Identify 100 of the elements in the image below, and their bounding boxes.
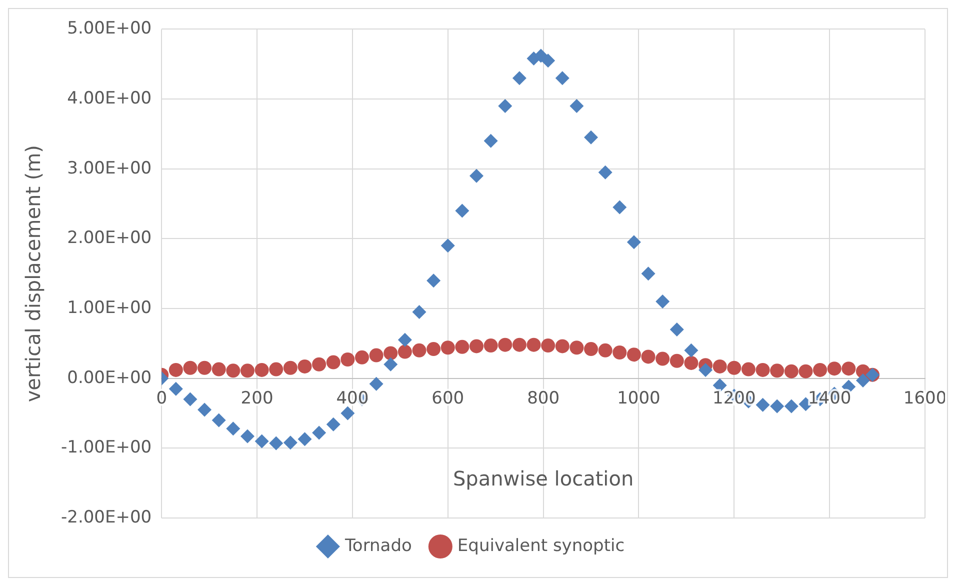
y-axis-title: vertical displacement (m) xyxy=(21,145,46,402)
y-tick-label: 4.00E+00 xyxy=(67,88,152,108)
point xyxy=(183,392,198,406)
x-axis-title: Spanwise location xyxy=(452,466,634,491)
x-tick-label: 1000 xyxy=(617,388,660,408)
point xyxy=(512,71,526,86)
point xyxy=(470,339,484,354)
point xyxy=(312,357,326,372)
point xyxy=(412,343,426,358)
point xyxy=(612,346,627,360)
point xyxy=(455,340,470,354)
point xyxy=(813,362,828,377)
x-tick-label: 200 xyxy=(240,388,274,408)
point xyxy=(770,399,784,414)
point xyxy=(254,362,269,377)
point xyxy=(842,362,856,376)
point xyxy=(440,238,455,253)
point xyxy=(656,294,670,309)
point xyxy=(827,362,842,376)
point xyxy=(412,305,426,320)
point xyxy=(398,344,412,359)
y-tick-label: 0.00E+00 xyxy=(67,368,152,388)
point xyxy=(298,432,312,446)
point xyxy=(484,134,498,148)
point xyxy=(269,362,284,376)
point xyxy=(240,364,254,378)
y-tick-label: 2.00E+00 xyxy=(67,228,152,248)
point xyxy=(798,364,813,378)
point xyxy=(756,362,770,377)
point xyxy=(198,402,212,417)
point xyxy=(626,348,641,362)
point xyxy=(498,338,512,352)
point xyxy=(626,235,641,250)
point xyxy=(326,417,340,432)
point xyxy=(212,362,226,376)
y-tick-label: -1.00E+00 xyxy=(60,438,152,458)
point xyxy=(168,382,183,396)
x-tick-label: 600 xyxy=(432,388,464,408)
point xyxy=(283,360,298,375)
point xyxy=(354,350,369,364)
point xyxy=(756,398,770,412)
point xyxy=(384,357,398,372)
point xyxy=(326,355,340,370)
point xyxy=(570,99,584,114)
point xyxy=(712,359,727,374)
point xyxy=(240,429,254,444)
point xyxy=(369,376,384,391)
point xyxy=(226,364,240,378)
point xyxy=(770,364,784,378)
point xyxy=(183,360,198,375)
point xyxy=(470,168,484,183)
point xyxy=(426,342,441,356)
point xyxy=(784,364,798,378)
legend-label: Tornado xyxy=(344,536,412,556)
point xyxy=(641,350,656,364)
point xyxy=(698,362,713,377)
point xyxy=(684,343,698,358)
point xyxy=(856,373,870,388)
point xyxy=(555,339,570,354)
point xyxy=(498,99,512,114)
point xyxy=(312,426,326,440)
y-tick-label: 5.00E+00 xyxy=(67,18,152,39)
point xyxy=(584,342,598,356)
point xyxy=(398,332,412,347)
point xyxy=(555,71,570,86)
point xyxy=(670,354,684,368)
y-tick-label: -2.00E+00 xyxy=(60,507,152,528)
point xyxy=(741,362,756,376)
point xyxy=(369,348,384,362)
point xyxy=(254,434,269,448)
point xyxy=(384,346,398,360)
point xyxy=(512,338,526,352)
point xyxy=(684,356,698,370)
point xyxy=(641,266,656,281)
point xyxy=(340,352,355,366)
point xyxy=(784,399,798,414)
point xyxy=(584,130,598,144)
point xyxy=(168,362,183,377)
point xyxy=(426,274,441,288)
x-tick-label: 0 xyxy=(156,388,168,408)
point xyxy=(455,204,470,218)
point xyxy=(212,413,226,428)
point xyxy=(440,340,455,355)
point xyxy=(298,359,312,374)
point xyxy=(269,436,284,450)
point xyxy=(612,200,627,214)
point xyxy=(541,338,556,353)
point xyxy=(570,340,584,355)
point xyxy=(226,422,240,436)
point xyxy=(670,322,684,336)
point xyxy=(340,406,355,420)
point xyxy=(656,352,670,366)
point xyxy=(198,360,212,375)
x-tick-label: 800 xyxy=(527,388,560,408)
point xyxy=(283,436,298,450)
point xyxy=(484,338,498,353)
legend-label: Equivalent synoptic xyxy=(457,536,625,556)
y-tick-label: 3.00E+00 xyxy=(67,158,152,178)
point xyxy=(598,343,612,358)
point xyxy=(727,360,742,375)
